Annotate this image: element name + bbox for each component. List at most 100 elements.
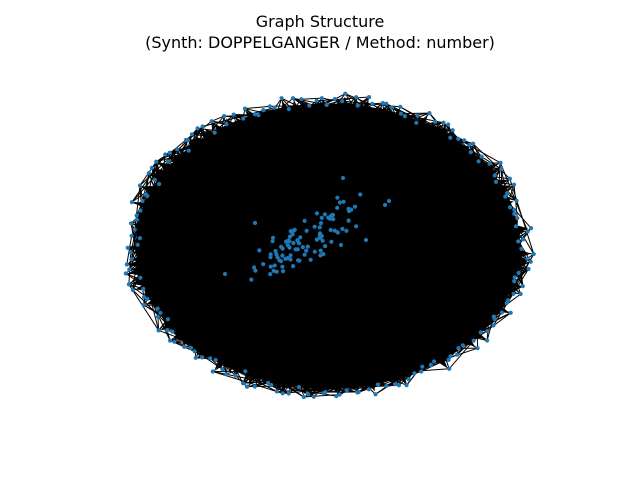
edge-arrowhead xyxy=(498,211,512,221)
edge-arrowhead xyxy=(449,142,462,154)
graph-node xyxy=(314,237,319,242)
graph-edge xyxy=(167,115,418,162)
graph-node xyxy=(338,242,344,248)
graph-edge xyxy=(158,329,326,393)
graph-node xyxy=(272,105,277,110)
graph-node xyxy=(328,227,333,233)
graph-edge xyxy=(183,116,225,347)
edge-arrowhead xyxy=(430,124,442,137)
graph-node xyxy=(175,147,180,152)
graph-node xyxy=(398,111,404,116)
graph-node xyxy=(428,362,433,367)
graph-edge xyxy=(137,244,379,386)
graph-node xyxy=(335,230,340,235)
graph-node xyxy=(499,310,504,315)
graph-node xyxy=(406,377,411,382)
graph-node xyxy=(268,252,273,257)
graph-edge xyxy=(281,97,515,211)
graph-node xyxy=(317,225,322,230)
graph-node xyxy=(503,194,508,199)
graph-node xyxy=(346,218,351,223)
graph-node xyxy=(476,159,481,164)
edge-arrowhead xyxy=(417,350,429,363)
edge-arrowhead xyxy=(336,104,346,117)
graph-node xyxy=(168,338,173,343)
graph-node xyxy=(129,257,134,262)
graph-node xyxy=(412,371,417,376)
edge-arrowhead xyxy=(305,378,315,392)
graph-edge xyxy=(517,241,524,287)
graph-node xyxy=(140,198,145,204)
graph-node xyxy=(212,130,217,135)
graph-node xyxy=(252,112,257,117)
graph-node xyxy=(329,239,334,244)
edge-arrowhead xyxy=(462,335,476,347)
graph-node xyxy=(471,141,476,146)
graph-node xyxy=(507,205,513,210)
graph-edge xyxy=(281,98,348,391)
graph-node xyxy=(308,257,313,262)
graph-node xyxy=(252,265,257,270)
edge-arrowhead xyxy=(198,344,211,356)
graph-node xyxy=(307,103,312,108)
graph-node xyxy=(328,216,333,221)
graph-node xyxy=(138,208,143,213)
graph-node xyxy=(512,211,517,216)
graph-edge xyxy=(127,247,515,278)
graph-node xyxy=(446,122,451,127)
graph-node xyxy=(252,384,257,389)
graph-edge xyxy=(187,139,515,186)
edge-arrowhead xyxy=(246,111,257,124)
edge-arrowhead xyxy=(330,380,340,394)
edge-arrowhead xyxy=(244,120,256,134)
graph-node xyxy=(290,232,295,237)
edge-arrowhead xyxy=(151,174,165,183)
graph-node xyxy=(208,356,213,361)
graph-node xyxy=(300,245,305,250)
graph-node xyxy=(302,218,307,223)
graph-node xyxy=(163,152,168,157)
edge-arrowhead xyxy=(282,377,292,391)
graph-node xyxy=(511,291,516,296)
graph-node xyxy=(304,228,309,233)
graph-node xyxy=(380,101,385,106)
edge-arrowhead xyxy=(225,118,237,131)
graph-edge xyxy=(140,163,490,279)
edge-arrowhead xyxy=(275,110,285,124)
graph-node xyxy=(414,120,419,125)
graph-edge xyxy=(344,93,496,320)
graph-node xyxy=(427,111,432,116)
graph-edge xyxy=(276,151,472,392)
edge-arrowhead xyxy=(146,281,159,290)
graph-node xyxy=(291,240,296,246)
graph-edge xyxy=(131,154,166,203)
graph-node xyxy=(241,116,246,121)
graph-node xyxy=(340,175,346,181)
graph-edge xyxy=(160,96,370,314)
graph-edge xyxy=(303,285,524,398)
graph-node xyxy=(343,91,348,96)
graph-node xyxy=(504,300,509,306)
graph-node xyxy=(157,181,162,187)
graph-node xyxy=(274,389,279,394)
graph-node xyxy=(487,161,492,166)
graph-node xyxy=(515,216,520,221)
graph-node xyxy=(170,329,175,334)
graph-node xyxy=(318,253,323,258)
graph-node xyxy=(311,394,316,399)
graph-node xyxy=(141,302,146,308)
graph-node xyxy=(318,221,324,226)
graph-node xyxy=(352,204,358,209)
graph-node xyxy=(332,97,337,102)
edge-arrowhead xyxy=(322,107,332,120)
edge-arrowhead xyxy=(329,102,339,115)
graph-edge xyxy=(267,285,523,384)
edge-arrowhead xyxy=(384,368,394,382)
graph-node xyxy=(446,357,451,362)
graph-node xyxy=(256,113,261,118)
graph-node xyxy=(448,135,453,140)
graph-arrowheads xyxy=(128,96,531,395)
graph-node xyxy=(193,355,198,360)
graph-edge xyxy=(136,115,418,221)
edge-arrowhead xyxy=(455,153,469,165)
